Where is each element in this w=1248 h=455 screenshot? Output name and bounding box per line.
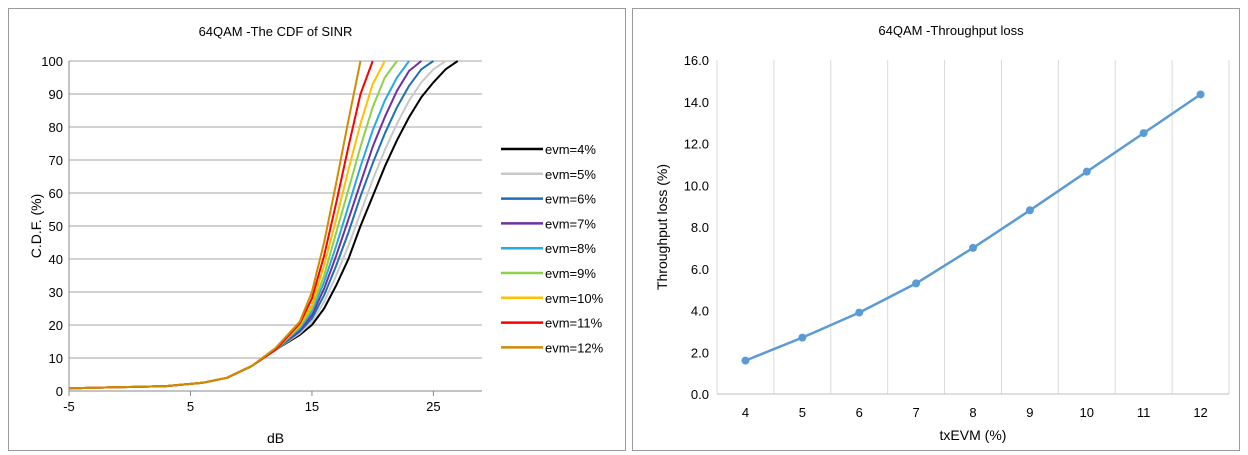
legend-label: evm=12% [545, 340, 604, 355]
series-line-evm7 [68, 60, 422, 390]
data-point [741, 356, 750, 365]
legend-label: evm=7% [545, 216, 596, 231]
x-tick-label: 12 [1193, 405, 1207, 420]
series-line-evm6 [68, 60, 434, 390]
y-tick-label: 16.0 [684, 53, 709, 68]
x-axis-label: dB [267, 430, 284, 446]
y-tick-label: 50 [49, 219, 63, 234]
y-tick-label: 90 [49, 87, 63, 102]
y-tick-label: 14.0 [684, 95, 709, 110]
y-tick-label: 100 [41, 54, 63, 69]
y-tick-label: 20 [49, 318, 63, 333]
y-tick-label: 30 [49, 285, 63, 300]
y-tick-label: 4.0 [691, 304, 709, 319]
x-tick-label: 25 [426, 399, 440, 414]
data-point [912, 279, 921, 288]
x-tick-label: 9 [1026, 405, 1033, 420]
y-axis-label: C.D.F. (%) [28, 194, 44, 259]
x-tick-label: -5 [63, 399, 75, 414]
cdf-chart-panel: 64QAM -The CDF of SINR 0 10 20 30 40 50 60 70 80 9… [8, 8, 626, 451]
data-point [1025, 206, 1034, 215]
legend-label: evm=6% [545, 192, 596, 207]
y-tick-label: 0 [56, 384, 63, 399]
legend-label: evm=5% [545, 167, 596, 182]
x-tick-label: 5 [799, 405, 806, 420]
x-tick-label: 10 [1080, 405, 1094, 420]
y-tick-label: 80 [49, 120, 63, 135]
data-point [1196, 90, 1205, 99]
x-tick-label: 4 [742, 405, 749, 420]
y-tick-label: 10.0 [684, 178, 709, 193]
y-tick-label: 2.0 [691, 345, 709, 360]
y-tick-label: 40 [49, 252, 63, 267]
y-tick-label: 70 [49, 153, 63, 168]
data-point [855, 308, 864, 317]
x-tick-label: 8 [969, 405, 976, 420]
legend-label: evm=4% [545, 142, 596, 157]
y-axis-label: Throughput loss (%) [654, 164, 670, 290]
legend-label: evm=8% [545, 241, 596, 256]
throughput-chart: 64QAM -Throughput loss 0.0 2.0 4.0 6.0 8.0 10.… [654, 23, 1230, 443]
y-tick-label: 6.0 [691, 262, 709, 277]
series-line-evm12 [68, 60, 362, 390]
data-point [1139, 129, 1148, 138]
x-axis-label: txEVM (%) [940, 427, 1007, 443]
y-tick-label: 8.0 [691, 220, 709, 235]
x-tick-label: 11 [1137, 405, 1151, 420]
x-tick-label: 7 [912, 405, 919, 420]
series-line-evm9 [68, 60, 398, 390]
x-tick-label: 6 [856, 405, 863, 420]
y-tick-label: 0.0 [691, 387, 709, 402]
cdf-chart: 64QAM -The CDF of SINR 0 10 20 30 40 50 60 70 80 9… [28, 24, 604, 446]
series-line [744, 93, 1202, 362]
x-tick-label: 15 [305, 399, 319, 414]
legend-label: evm=11% [545, 316, 603, 331]
y-tick-label: 12.0 [684, 137, 709, 152]
chart-title: 64QAM -Throughput loss [878, 23, 1024, 38]
legend-label: evm=10% [545, 291, 604, 306]
chart-title: 64QAM -The CDF of SINR [199, 24, 353, 39]
data-point [1082, 167, 1091, 176]
series-line-evm4 [68, 60, 459, 390]
x-tick-label: 5 [187, 399, 194, 414]
data-point [969, 243, 977, 252]
series-line-evm8 [68, 60, 410, 390]
y-tick-label: 10 [49, 351, 63, 366]
y-tick-label: 60 [49, 186, 63, 201]
data-point [798, 333, 807, 342]
legend-label: evm=9% [545, 266, 596, 281]
throughput-chart-panel: 64QAM -Throughput loss 0.0 2.0 4.0 6.0 8.0 10.… [632, 8, 1240, 451]
